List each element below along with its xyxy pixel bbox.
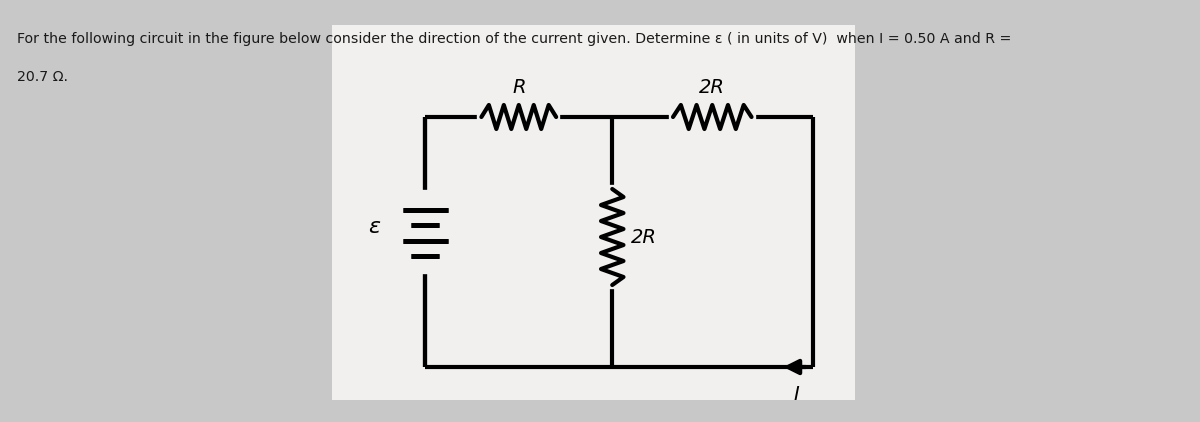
Text: 20.7 Ω.: 20.7 Ω.: [17, 70, 68, 84]
Text: R: R: [512, 78, 526, 97]
Text: I: I: [793, 385, 799, 404]
Text: 2R: 2R: [700, 78, 725, 97]
FancyBboxPatch shape: [332, 25, 856, 400]
Text: For the following circuit in the figure below consider the direction of the curr: For the following circuit in the figure …: [17, 32, 1012, 46]
Text: ε: ε: [368, 217, 380, 237]
Text: 2R: 2R: [631, 227, 656, 246]
